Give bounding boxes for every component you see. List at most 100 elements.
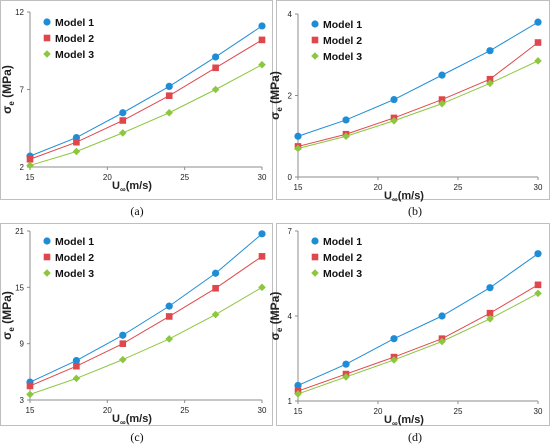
x-tick-label-a-3: 30 [258,173,267,182]
y-axis-label-d: σe (MPa) [268,292,284,341]
data-point-a-3-3 [165,108,173,117]
data-point-a-1-2 [119,109,127,117]
data-point-c-1-3 [165,302,173,310]
x-tick-label-c-3: 30 [258,406,267,415]
y-tick-label-d-2: 7 [288,227,293,236]
y-tick-label-c-1: 9 [20,340,25,349]
legend-label-a-2: Model 2 [55,33,94,45]
x-tick-label-d-0: 15 [294,407,303,416]
data-point-c-3-1 [72,374,81,383]
legend-label-c-1: Model 1 [55,236,94,248]
data-point-a-2-0 [26,155,34,163]
series-line-b-2 [297,42,539,147]
data-point-a-3-0 [26,161,34,170]
data-point-b-3-2 [390,116,398,125]
data-point-d-3-2 [390,356,398,364]
data-point-a-2-1 [73,138,80,146]
legend-label-b-1: Model 1 [323,19,362,31]
series-line-a-2 [29,39,263,160]
data-point-c-1-1 [72,356,80,365]
data-point-a-2-4 [212,64,219,72]
y-axis-label-c: σe (MPa) [0,291,16,340]
legend-label-d-2: Model 2 [323,252,362,264]
y-tick-label-b-2: 4 [288,10,293,19]
data-point-a-3-4 [211,85,220,94]
data-point-a-3-5 [258,60,266,69]
series-line-d-3 [297,292,539,395]
data-point-d-1-5 [534,250,542,258]
x-axis-label-b: U∞(m/s) [384,190,424,204]
x-axis-label-d: U∞(m/s) [384,414,424,428]
x-tick-label-b-2: 25 [454,183,463,192]
data-point-d-2-4 [486,309,494,317]
data-point-b-3-3 [438,99,446,108]
y-tick-label-c-0: 3 [20,396,25,405]
x-tick-label-b-3: 30 [534,183,543,192]
data-point-c-3-5 [258,283,266,292]
x-axis-label-a: U∞(m/s) [112,180,152,194]
data-point-d-2-5 [534,281,542,289]
data-point-b-1-0 [294,132,302,140]
x-tick-label-c-2: 25 [180,406,189,415]
series-line-d-1 [297,253,539,386]
legend-label-b-2: Model 2 [323,35,362,47]
data-point-d-1-0 [294,381,302,390]
data-point-b-3-1 [342,132,350,141]
legend-marker-b-2 [311,36,319,44]
data-point-c-2-2 [119,340,127,347]
series-line-c-2 [29,255,263,387]
series-line-b-1 [297,21,539,137]
data-point-b-3-5 [534,57,542,65]
series-line-b-3 [297,60,539,149]
x-tick-label-d-3: 30 [534,407,543,416]
data-point-c-3-0 [26,390,34,399]
legend-marker-d-1 [311,237,319,245]
y-axis-label-a: σe (MPa) [0,65,16,114]
legend-marker-d-3 [311,269,319,277]
caption-d: (d) [408,430,422,444]
data-point-b-1-4 [486,47,494,55]
caption-c: (c) [130,430,144,444]
y-tick-label-b-1: 2 [288,92,293,101]
data-point-c-2-1 [73,362,80,370]
legend-marker-b-3 [311,52,319,60]
x-tick-label-c-0: 15 [26,406,35,415]
data-point-c-3-3 [165,335,173,343]
data-point-c-1-2 [119,331,127,339]
series-line-d-2 [297,284,539,392]
y-tick-label-d-0: 1 [288,397,293,406]
legend-label-d-1: Model 1 [323,236,362,248]
y-tick-label-c-3: 21 [15,227,24,236]
caption-a: (a) [130,204,144,218]
x-tick-label-a-0: 15 [26,173,35,182]
data-point-d-3-4 [486,315,494,323]
x-tick-label-b-1: 20 [374,183,383,192]
chart-panel-d [276,223,550,426]
data-point-b-2-3 [438,96,446,103]
data-point-b-1-5 [534,18,542,26]
x-axis-label-c: U∞(m/s) [112,413,152,427]
data-point-d-1-3 [438,312,446,320]
x-tick-label-d-1: 20 [374,407,383,416]
data-point-a-2-5 [258,36,266,44]
x-tick-label-b-0: 15 [294,183,303,192]
legend-label-a-3: Model 3 [55,49,94,61]
data-point-a-2-2 [119,117,127,124]
data-point-c-3-4 [211,310,220,319]
data-point-d-3-0 [294,390,302,398]
y-tick-label-a-2: 12 [15,8,24,17]
legend-label-d-3: Model 3 [323,268,362,280]
series-line-c-1 [29,233,263,383]
legend-label-b-3: Model 3 [323,51,362,63]
caption-b: (b) [408,204,422,218]
data-point-b-2-5 [534,39,542,46]
data-point-a-3-1 [72,147,81,156]
data-point-c-2-3 [165,313,173,320]
data-point-c-1-4 [212,269,220,277]
legend-marker-d-2 [311,253,319,261]
data-point-d-1-1 [342,360,350,368]
legend-marker-c-1 [43,237,51,245]
data-point-c-2-4 [212,284,219,292]
data-point-a-1-3 [165,82,173,90]
